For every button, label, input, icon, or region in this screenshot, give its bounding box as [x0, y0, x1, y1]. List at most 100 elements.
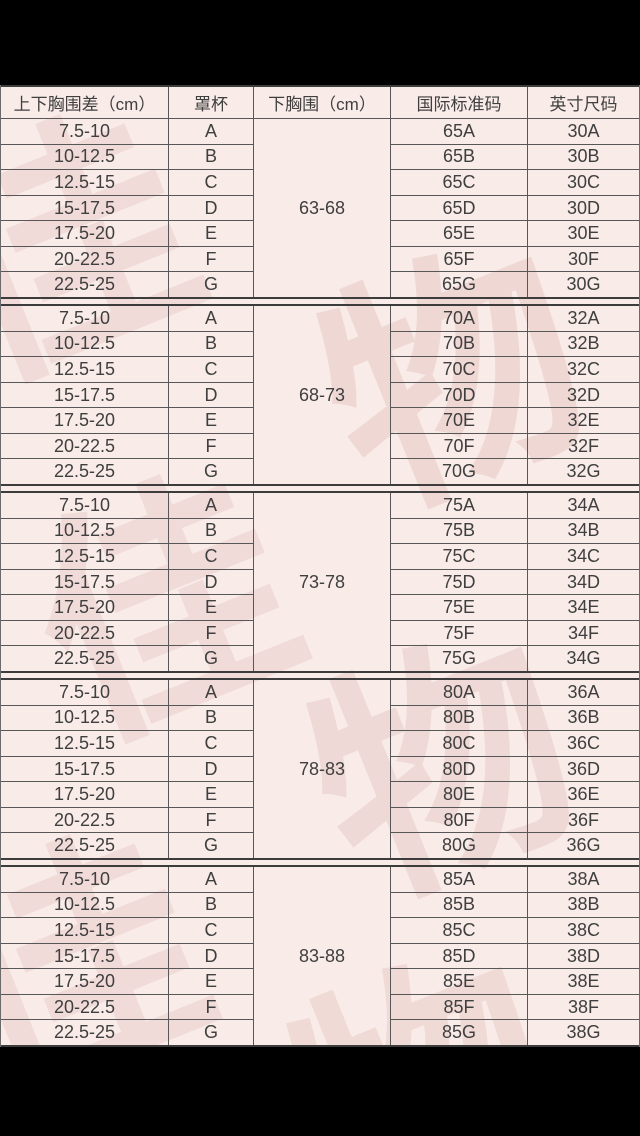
size-group: 7.5-10 10-12.5 12.5-15 15-17.5 17.5-20 20-22.…: [1, 491, 639, 673]
table-cell: 34E: [528, 595, 639, 621]
table-cell: 80C: [391, 731, 527, 757]
table-cell: 22.5-25: [53, 648, 116, 669]
table-cell: D: [169, 944, 253, 970]
table-cell: 10-12.5: [1, 519, 168, 545]
size-group: 7.5-10 10-12.5 12.5-15 15-17.5 17.5-20 20-22.…: [1, 678, 639, 860]
table-cell: 17.5-20: [1, 595, 168, 621]
table-cell: 75C: [391, 544, 527, 570]
table-cell: 36E: [528, 782, 639, 808]
table-cell: 38B: [528, 893, 639, 919]
table-cell: 7.5-10: [1, 493, 168, 519]
table-cell: B: [169, 519, 253, 545]
intl-size-column: 65A 65B 65C 65D 65E 65F 65G: [390, 119, 527, 297]
header-inch-size: 英寸尺码: [527, 87, 639, 118]
table-cell: B: [169, 706, 253, 732]
table-cell: 38E: [528, 969, 639, 995]
underbust-range-cell: 68-73: [298, 384, 346, 405]
table-cell: 75G: [441, 648, 477, 669]
intl-size-column: 80A 80B 80C 80D 80E 80F 80G: [390, 680, 527, 858]
table-cell: 30D: [528, 196, 639, 222]
table-cell: E: [169, 782, 253, 808]
underbust-column: 78-83: [253, 680, 390, 858]
size-group: 7.5-10 10-12.5 12.5-15 15-17.5 17.5-20 20-22.…: [1, 119, 639, 299]
size-chart-image: 佳物佳物佳物 上下胸围差（cm） 罩杯 下胸围（cm） 国际标准码 英寸尺码 7…: [0, 85, 640, 1047]
intl-size-column: 85A 85B 85C 85D 85E 85F 85G: [390, 867, 527, 1045]
table-cell: 65F: [391, 247, 527, 273]
table-cell: 80G: [441, 835, 477, 856]
table-cell: 70G: [441, 461, 477, 482]
table-cell: B: [169, 145, 253, 171]
table-cell: 30G: [566, 274, 601, 295]
diff-column: 7.5-10 10-12.5 12.5-15 15-17.5 17.5-20 20-22.…: [1, 119, 168, 297]
table-cell: 65E: [391, 221, 527, 247]
table-cell: 70B: [391, 332, 527, 358]
underbust-range-cell: 78-83: [298, 758, 346, 779]
table-cell: A: [169, 493, 253, 519]
table-cell: G: [203, 461, 218, 482]
underbust-range-cell: 63-68: [298, 197, 346, 218]
table-cell: 7.5-10: [1, 119, 168, 145]
table-cell: 38F: [528, 995, 639, 1021]
table-cell: 10-12.5: [1, 893, 168, 919]
table-cell: C: [169, 544, 253, 570]
bra-size-table: 上下胸围差（cm） 罩杯 下胸围（cm） 国际标准码 英寸尺码 7.5-10 10…: [0, 85, 640, 1047]
table-cell: D: [169, 196, 253, 222]
table-cell: 17.5-20: [1, 969, 168, 995]
table-cell: D: [169, 383, 253, 409]
table-cell: 70A: [391, 306, 527, 332]
table-cell: C: [169, 357, 253, 383]
table-cell: B: [169, 893, 253, 919]
table-cell: 34G: [566, 648, 601, 669]
table-cell: F: [169, 434, 253, 460]
table-cell: 15-17.5: [1, 196, 168, 222]
table-cell: 38C: [528, 918, 639, 944]
table-cell: 70C: [391, 357, 527, 383]
table-cell: 80B: [391, 706, 527, 732]
table-cell: 10-12.5: [1, 332, 168, 358]
table-cell: E: [169, 595, 253, 621]
table-cell: 38G: [566, 1022, 601, 1043]
table-cell: F: [169, 995, 253, 1021]
table-header-row: 上下胸围差（cm） 罩杯 下胸围（cm） 国际标准码 英寸尺码: [1, 85, 639, 119]
table-cell: E: [169, 408, 253, 434]
table-cell: 32C: [528, 357, 639, 383]
table-cell: B: [169, 332, 253, 358]
size-table-groups: 7.5-10 10-12.5 12.5-15 15-17.5 17.5-20 20-22.…: [1, 119, 639, 1047]
diff-column: 7.5-10 10-12.5 12.5-15 15-17.5 17.5-20 20-22.…: [1, 867, 168, 1045]
table-cell: 12.5-15: [1, 170, 168, 196]
table-cell: 7.5-10: [1, 680, 168, 706]
table-cell: 38A: [528, 867, 639, 893]
table-cell: F: [169, 808, 253, 834]
table-cell: 65A: [391, 119, 527, 145]
table-cell: 17.5-20: [1, 408, 168, 434]
table-cell: G: [203, 1022, 218, 1043]
table-cell: 85D: [391, 944, 527, 970]
table-cell: C: [169, 731, 253, 757]
table-cell: 32A: [528, 306, 639, 332]
table-cell: F: [169, 247, 253, 273]
table-cell: 32G: [566, 461, 601, 482]
inch-size-column: 30A 30B 30C 30D 30E 30F 30G: [527, 119, 639, 297]
table-cell: 34C: [528, 544, 639, 570]
table-cell: 12.5-15: [1, 731, 168, 757]
table-cell: 32F: [528, 434, 639, 460]
top-letterbox-bar: [0, 0, 640, 85]
table-cell: 20-22.5: [1, 808, 168, 834]
table-cell: 85G: [441, 1022, 477, 1043]
table-cell: A: [169, 680, 253, 706]
table-cell: 65G: [441, 274, 477, 295]
table-cell: 32E: [528, 408, 639, 434]
table-cell: 20-22.5: [1, 621, 168, 647]
table-cell: 17.5-20: [1, 782, 168, 808]
table-cell: 20-22.5: [1, 247, 168, 273]
table-cell: 22.5-25: [53, 461, 116, 482]
table-cell: 30E: [528, 221, 639, 247]
table-cell: 30C: [528, 170, 639, 196]
table-cell: 15-17.5: [1, 383, 168, 409]
table-cell: 32B: [528, 332, 639, 358]
table-cell: 10-12.5: [1, 145, 168, 171]
table-cell: 7.5-10: [1, 867, 168, 893]
